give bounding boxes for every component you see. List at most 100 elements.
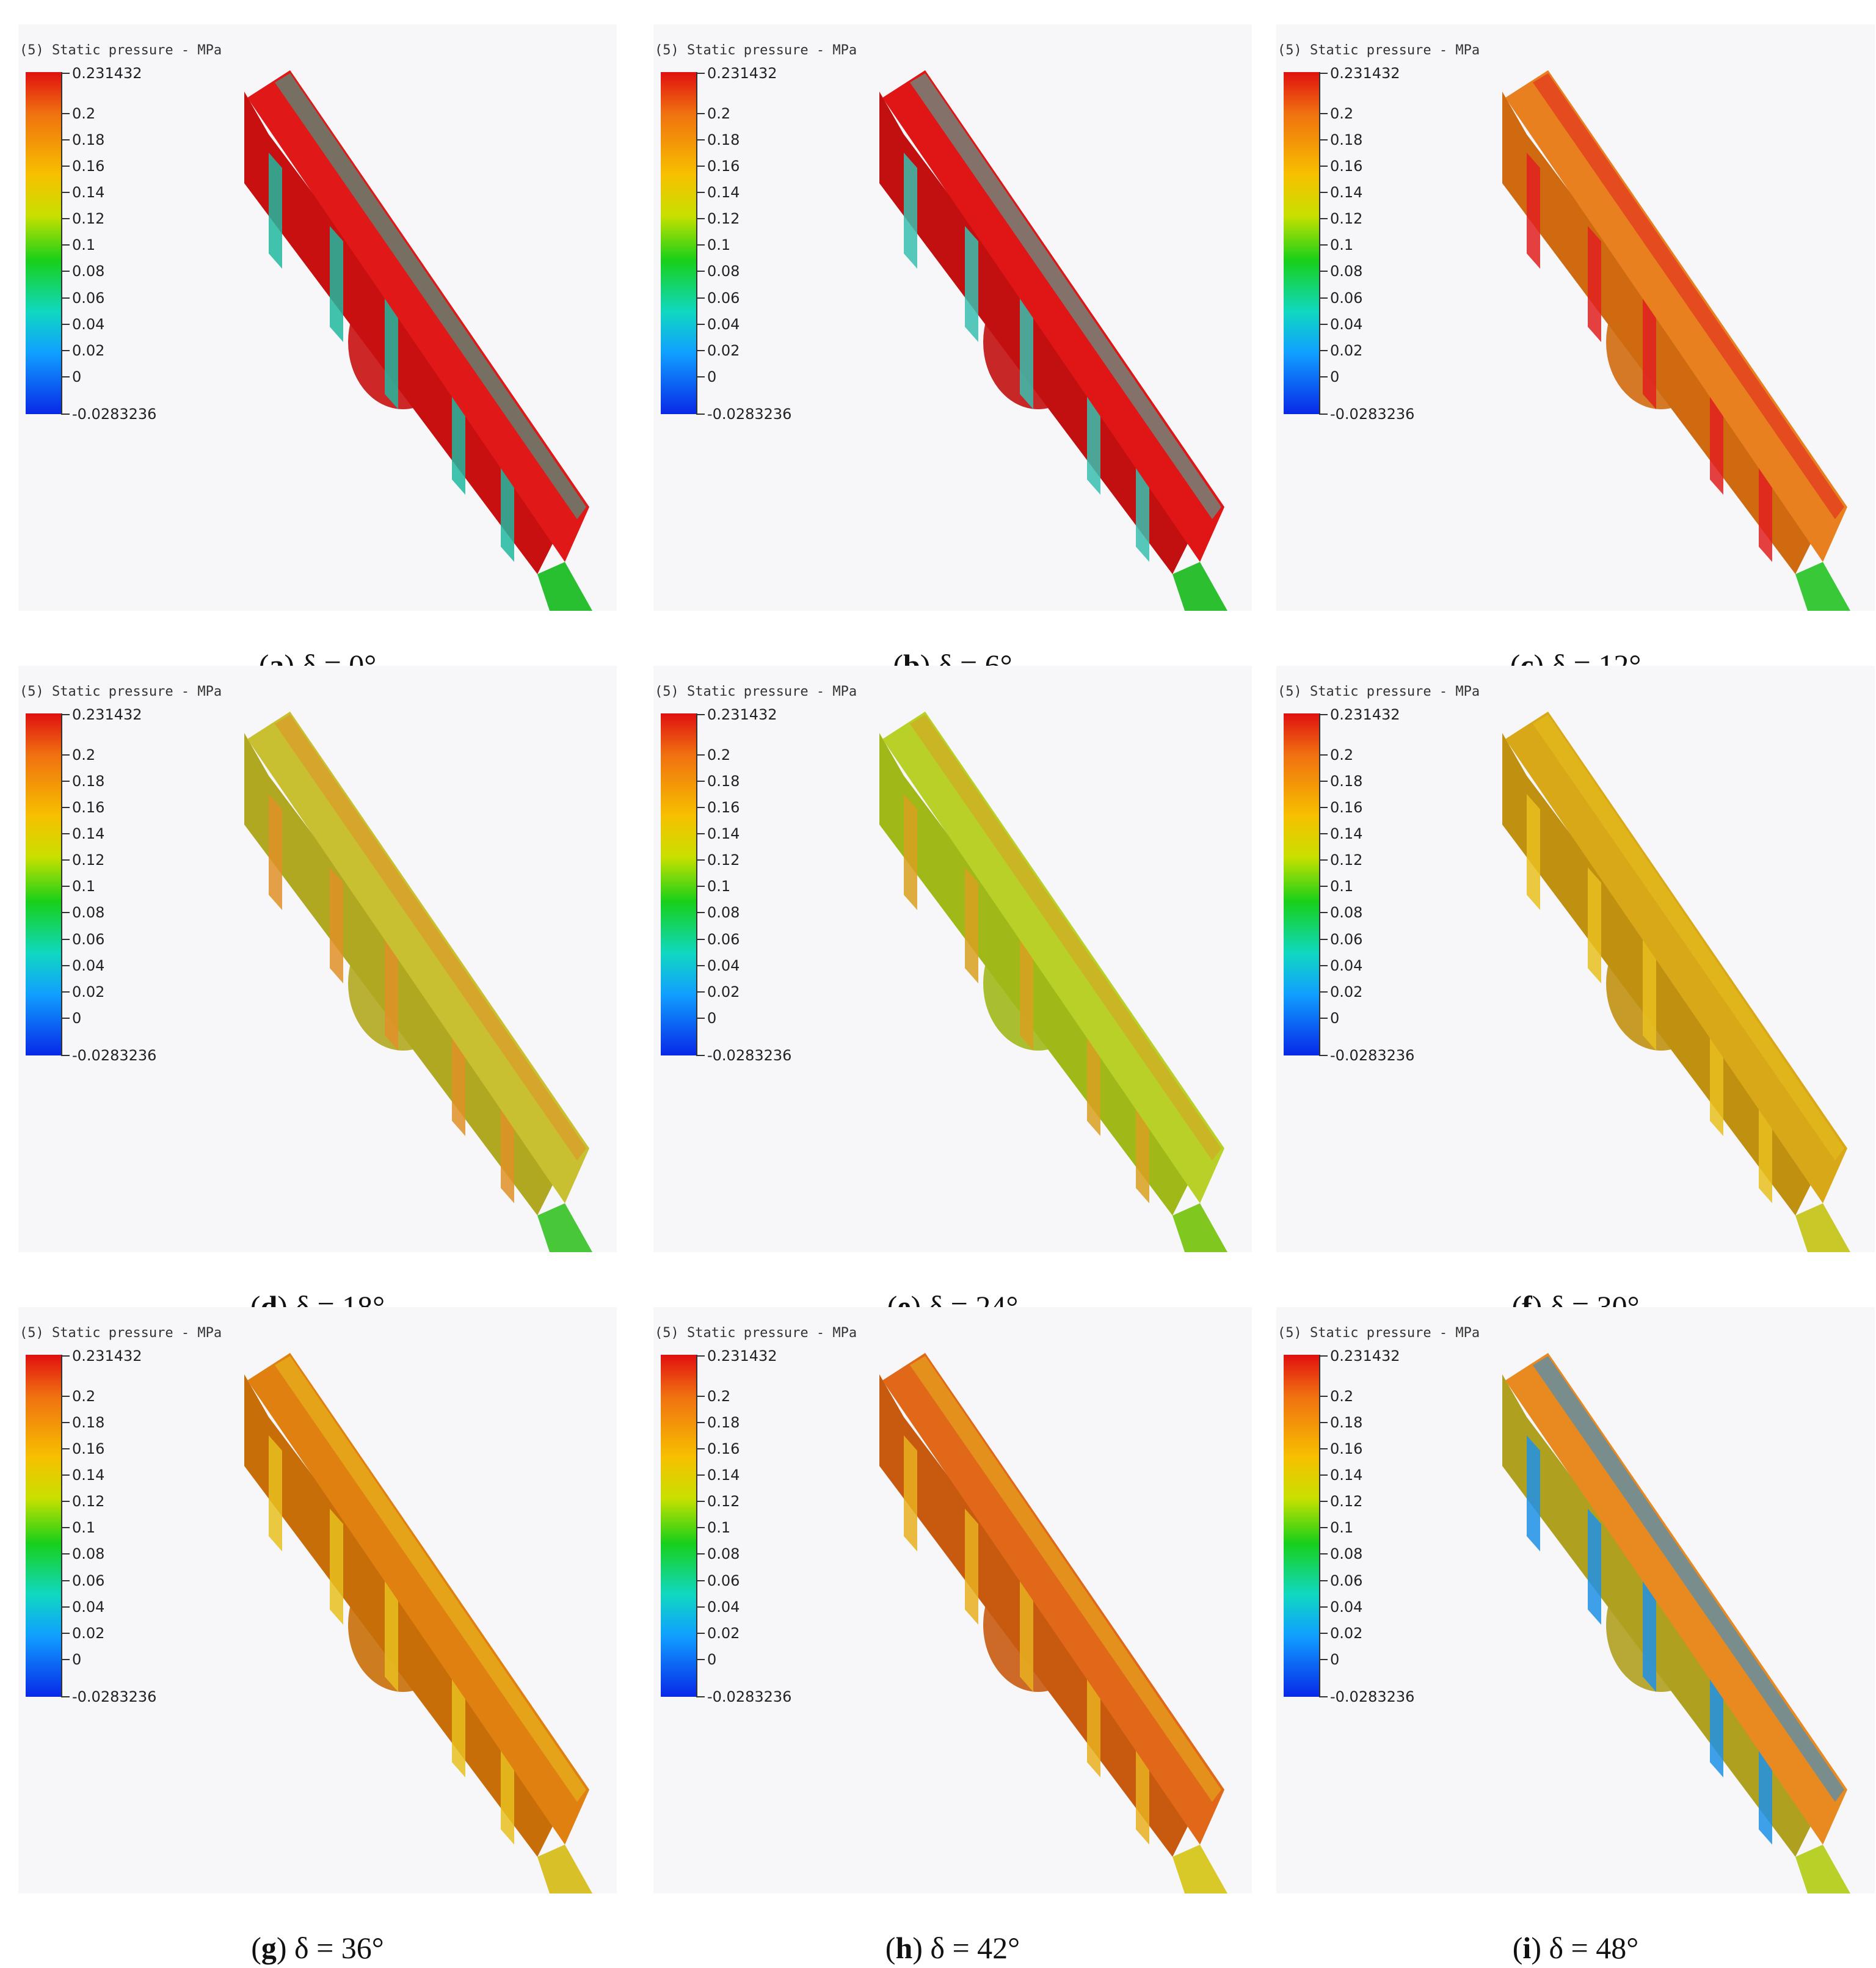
colorbar-tick bbox=[61, 192, 70, 194]
colorbar-tick-label: 0.2 bbox=[1330, 746, 1354, 764]
colorbar-tick bbox=[1319, 323, 1328, 325]
colorbar-tick bbox=[61, 376, 70, 377]
model-cylinder bbox=[247, 70, 589, 562]
colorbar-tick bbox=[1319, 833, 1328, 835]
colorbar-tick bbox=[61, 414, 70, 415]
colorbar-tick bbox=[61, 991, 70, 993]
colorbar-tick bbox=[1319, 414, 1328, 415]
colorbar-tick-label: 0.18 bbox=[72, 772, 105, 790]
colorbar-tick bbox=[696, 1055, 705, 1056]
colorbar-tick-label: 0.16 bbox=[72, 1440, 105, 1457]
model-fin bbox=[1588, 867, 1601, 983]
contour-panel-a: (5) Static pressure - MPa 0.231432 0.2 0.18… bbox=[12, 24, 623, 682]
colorbar-tick-label: 0.02 bbox=[72, 983, 105, 1000]
colorbar-tick bbox=[696, 1658, 705, 1660]
colorbar-tick bbox=[61, 1696, 70, 1697]
colorbar-title: (5) Static pressure - MPa bbox=[1278, 684, 1480, 699]
colorbar-tick bbox=[61, 1580, 70, 1581]
colorbar-tick bbox=[61, 1606, 70, 1608]
panel-delta-label: δ = 48° bbox=[1549, 1931, 1639, 1965]
colorbar-tick-label: 0.12 bbox=[707, 210, 740, 228]
colorbar-tick bbox=[696, 323, 705, 325]
colorbar-tick bbox=[696, 964, 705, 966]
colorbar-tick-label: 0.06 bbox=[72, 930, 105, 948]
colorbar-tick-label: 0.1 bbox=[1330, 1519, 1354, 1537]
colorbar-tick bbox=[1319, 297, 1328, 299]
colorbar-tick-label: 0.18 bbox=[72, 1413, 105, 1431]
colorbar-tick-label: 0.12 bbox=[72, 851, 105, 869]
model-fin bbox=[965, 867, 978, 983]
colorbar-tick bbox=[61, 323, 70, 325]
colorbar-tick-label: 0.14 bbox=[72, 1467, 105, 1484]
colorbar-tick-label: 0.18 bbox=[1330, 1413, 1363, 1431]
colorbar-tick-label: 0 bbox=[707, 1650, 717, 1668]
model-cylinder bbox=[1505, 70, 1847, 562]
colorbar-axis bbox=[61, 72, 62, 414]
colorbar-title: (5) Static pressure - MPa bbox=[655, 1325, 857, 1341]
colorbar-tick-label: 0.14 bbox=[1330, 825, 1363, 843]
model-end-cap bbox=[537, 1845, 592, 1893]
colorbar-tick bbox=[1319, 244, 1328, 246]
colorbar-tick bbox=[61, 73, 70, 74]
colorbar-tick bbox=[61, 244, 70, 246]
colorbar-tick-label: 0.08 bbox=[1330, 1545, 1363, 1563]
colorbar-tick-label: 0.06 bbox=[1330, 1572, 1363, 1589]
colorbar-tick bbox=[1319, 218, 1328, 220]
colorbar-tick bbox=[1319, 754, 1328, 756]
colorbar-tick-label: 0.14 bbox=[707, 1467, 740, 1484]
colorbar-tick bbox=[61, 780, 70, 782]
colorbar-tick bbox=[696, 754, 705, 756]
colorbar-tick bbox=[1319, 165, 1328, 167]
colorbar-tick bbox=[696, 139, 705, 140]
model-side-wall bbox=[1502, 1374, 1820, 1857]
pressure-model bbox=[1502, 712, 1850, 1252]
colorbar-max-label: 0.231432 bbox=[1330, 1347, 1400, 1365]
colorbar-tick-label: 0.06 bbox=[707, 930, 740, 948]
colorbar-tick bbox=[696, 271, 705, 272]
colorbar-tick bbox=[1319, 349, 1328, 351]
colorbar-tick bbox=[1319, 1474, 1328, 1476]
colorbar-tick-label: 0.2 bbox=[707, 1387, 731, 1405]
colorbar-min-label: -0.0283236 bbox=[72, 406, 157, 423]
colorbar-title: (5) Static pressure - MPa bbox=[1278, 43, 1480, 58]
colorbar-gradient bbox=[661, 713, 696, 1055]
colorbar-tick bbox=[1319, 886, 1328, 887]
model-contour-band bbox=[275, 715, 586, 1161]
colorbar-tick-label: 0.04 bbox=[707, 1598, 740, 1616]
model-fin bbox=[1643, 1576, 1656, 1692]
colorbar-tick bbox=[696, 244, 705, 246]
colorbar-axis bbox=[696, 1355, 697, 1697]
colorbar-tick-label: 0.18 bbox=[707, 131, 740, 148]
model-contour-band bbox=[275, 1356, 586, 1802]
colorbar-tick bbox=[1319, 271, 1328, 272]
colorbar-tick-label: 0.14 bbox=[707, 825, 740, 843]
colorbar-tick bbox=[696, 1632, 705, 1634]
colorbar-tick bbox=[1319, 1355, 1328, 1357]
model-contour-band bbox=[910, 73, 1221, 519]
colorbar-min-label: -0.0283236 bbox=[72, 1047, 157, 1064]
colorbar-tick bbox=[1319, 1658, 1328, 1660]
colorbar-tick bbox=[1319, 1501, 1328, 1503]
colorbar-tick-label: 0.02 bbox=[1330, 983, 1363, 1000]
panel-delta-label: δ = 36° bbox=[294, 1931, 384, 1965]
colorbar-gradient bbox=[26, 713, 61, 1055]
model-fin bbox=[269, 153, 282, 269]
panel-delta-label: δ = 42° bbox=[930, 1931, 1020, 1965]
colorbar-tick-label: 0.12 bbox=[72, 1493, 105, 1511]
model-cylinder bbox=[882, 712, 1224, 1203]
colorbar-min-label: -0.0283236 bbox=[707, 1047, 792, 1064]
colorbar-tick bbox=[1319, 780, 1328, 782]
colorbar-axis bbox=[1319, 72, 1320, 414]
colorbar-tick bbox=[696, 1553, 705, 1555]
colorbar-max-label: 0.231432 bbox=[1330, 706, 1400, 723]
colorbar-tick-label: 0.1 bbox=[707, 1519, 731, 1537]
model-contour-band bbox=[1533, 1356, 1844, 1802]
colorbar-tick-label: 0.1 bbox=[707, 878, 731, 895]
colorbar-tick bbox=[61, 112, 70, 114]
colorbar-tick-label: 0.18 bbox=[707, 772, 740, 790]
pressure-model bbox=[244, 70, 592, 611]
colorbar-tick bbox=[696, 912, 705, 914]
colorbar-tick bbox=[61, 754, 70, 756]
model-fin bbox=[1020, 293, 1033, 409]
model-fin bbox=[1527, 1435, 1540, 1551]
